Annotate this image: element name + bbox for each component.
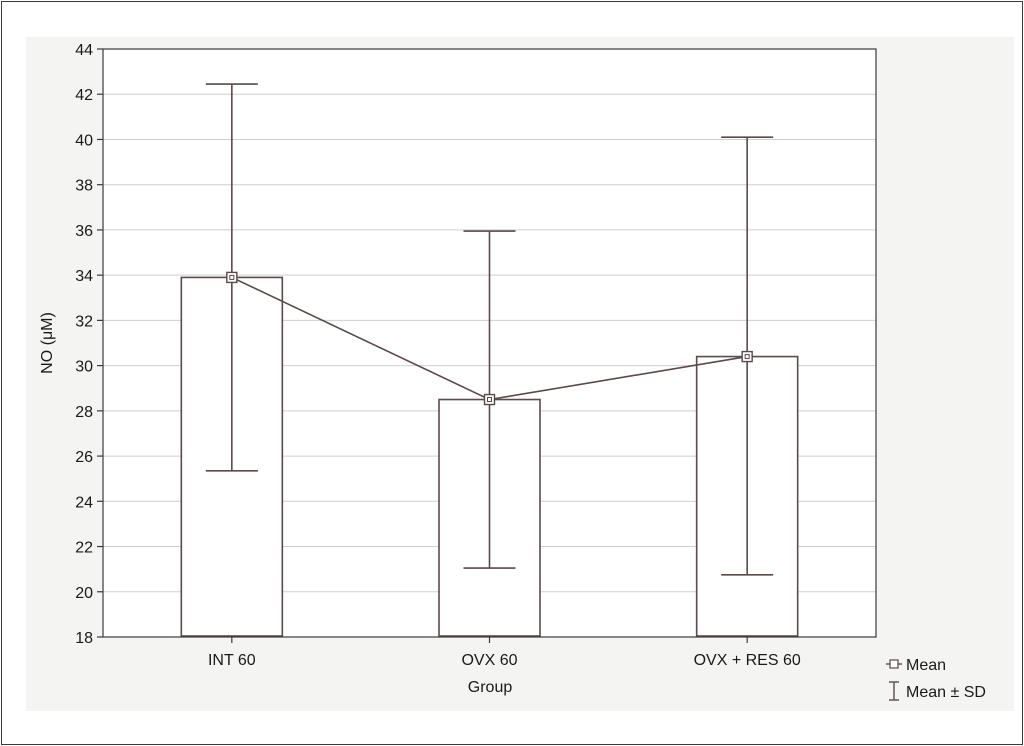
y-axis-title: NO (μM) — [39, 312, 56, 374]
y-tick-label: 44 — [75, 42, 93, 59]
y-tick-label: 30 — [75, 359, 93, 376]
x-tick-label: OVX 60 — [461, 652, 517, 669]
legend-label-mean: Mean — [906, 657, 946, 674]
legend-label-sd: Mean ± SD — [906, 684, 986, 701]
x-axis-title: Group — [468, 679, 513, 696]
y-tick-label: 26 — [75, 449, 93, 466]
y-tick-label: 42 — [75, 87, 93, 104]
legend-item-sd: Mean ± SD — [889, 681, 986, 701]
x-axis: INT 60 OVX 60 OVX + RES 60 — [208, 637, 801, 669]
y-tick-label: 38 — [75, 178, 93, 195]
legend-item-mean: Mean — [886, 657, 946, 674]
y-tick-label: 28 — [75, 404, 93, 421]
y-tick-label: 32 — [75, 313, 93, 330]
y-tick-label: 22 — [75, 540, 93, 557]
y-tick-label: 18 — [75, 630, 93, 647]
x-tick-label: INT 60 — [208, 652, 256, 669]
y-tick-label: 36 — [75, 223, 93, 240]
y-tick-label: 40 — [75, 132, 93, 149]
y-axis: 18 20 22 24 26 28 30 32 34 36 38 40 42 44 — [75, 42, 103, 647]
mean-marker — [226, 271, 238, 284]
mean-marker — [483, 393, 496, 406]
y-tick-label: 24 — [75, 494, 93, 511]
x-tick-label: OVX + RES 60 — [694, 652, 801, 669]
mean-marker — [741, 350, 753, 363]
bars — [180, 276, 799, 637]
legend: Mean Mean ± SD — [886, 657, 986, 701]
y-tick-label: 34 — [75, 268, 93, 285]
mean-line — [226, 271, 753, 406]
y-tick-label: 20 — [75, 585, 93, 602]
